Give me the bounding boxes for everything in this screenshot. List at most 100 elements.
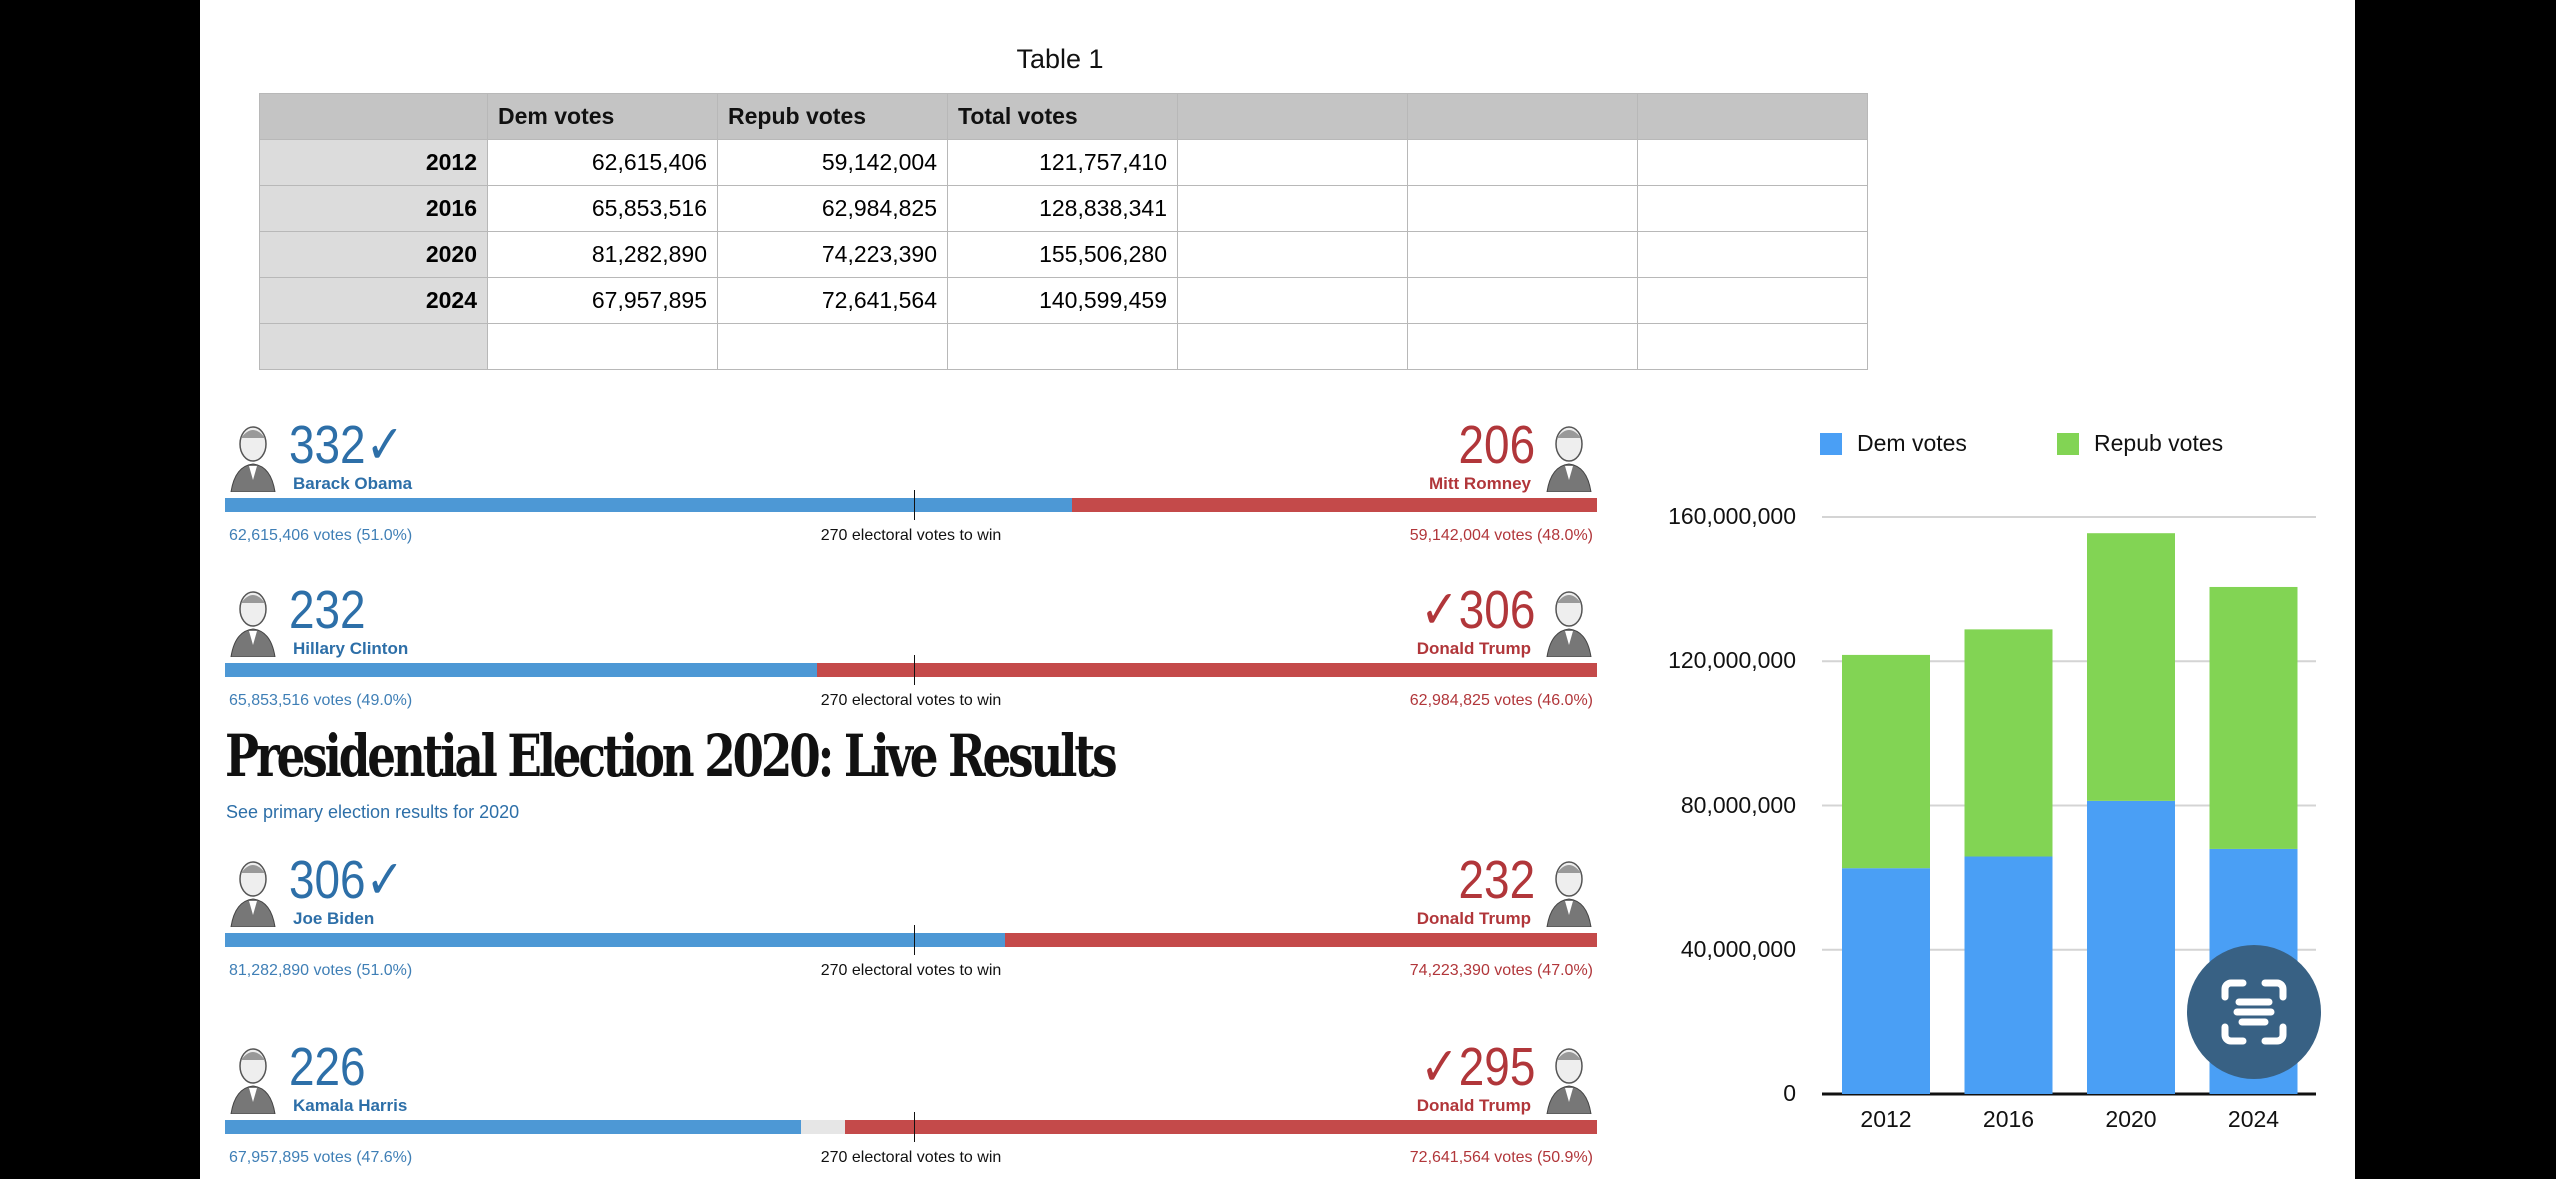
mitt-romney-portrait [1543, 420, 1595, 493]
table-cell[interactable]: 59,142,004 [717, 139, 948, 186]
table-cell[interactable] [1407, 323, 1638, 370]
table-cell[interactable] [1177, 277, 1408, 324]
threshold-label: 270 electoral votes to win [820, 1149, 1002, 1166]
table-cell[interactable] [487, 323, 718, 370]
table-header-row: Dem votes Repub votes Total votes [259, 93, 1868, 140]
bar-2024-rep [2209, 586, 2298, 849]
table-cell[interactable]: 72,641,564 [717, 277, 948, 324]
bar-2012-rep [1842, 654, 1930, 869]
table-cell[interactable] [1637, 323, 1868, 370]
x-tick-label: 2012 [1860, 1106, 1912, 1132]
table-cell[interactable]: 74,223,390 [717, 231, 948, 278]
row-header[interactable]: 2024 [259, 277, 488, 324]
table-cell[interactable]: 140,599,459 [947, 277, 1178, 324]
270-threshold-marker [913, 925, 916, 955]
row-header[interactable] [259, 323, 488, 370]
y-tick-label: 0 [1783, 1080, 1796, 1106]
table-cell[interactable] [1177, 323, 1408, 370]
table-cell[interactable]: 62,984,825 [717, 185, 948, 232]
live-text-scan-button[interactable] [2187, 945, 2321, 1079]
page-headline: Presidential Election 2020: Live Results [225, 722, 1118, 790]
column-header [1177, 93, 1408, 140]
dem-bar-fill [225, 498, 1072, 512]
dem-popular-votes: 62,615,406 votes (51.0%) [229, 527, 413, 544]
race-result-0: 332✓ 206 Barack Obama Mitt Romney 62,615,406… [225, 415, 1597, 560]
race-result-2: 306✓ 232 Joe Biden Donald Trump 81,282,890 v… [225, 850, 1597, 995]
table-row: 2024 67,957,895 72,641,564 140,599,459 [259, 277, 1868, 324]
rep-popular-votes: 72,641,564 votes (50.9%) [1409, 1149, 1593, 1166]
table-cell[interactable]: 128,838,341 [947, 185, 1178, 232]
row-header[interactable]: 2016 [259, 185, 488, 232]
donald-trump-portrait [1543, 585, 1595, 658]
table-cell[interactable] [1407, 277, 1638, 324]
table-cell[interactable] [1177, 231, 1408, 278]
table-cell[interactable] [1637, 231, 1868, 278]
threshold-label: 270 electoral votes to win [820, 692, 1002, 709]
donald-trump-portrait [1543, 855, 1595, 928]
dem-bar-fill [225, 663, 817, 677]
dem-bar-fill [225, 933, 1006, 947]
table-cell[interactable] [1407, 185, 1638, 232]
table-cell[interactable] [1637, 139, 1868, 186]
table-row [259, 323, 1868, 370]
rep-electoral-votes: ✓295 [1419, 1037, 1535, 1097]
primary-results-link[interactable]: See primary election results for 2020 [226, 802, 520, 822]
table-cell[interactable]: 62,615,406 [487, 139, 718, 186]
table-cell[interactable] [1637, 185, 1868, 232]
row-header[interactable]: 2020 [259, 231, 488, 278]
column-header: Total votes [947, 93, 1178, 140]
rep-bar-fill [1071, 498, 1597, 512]
table-cell[interactable]: 121,757,410 [947, 139, 1178, 186]
bar-2016-dem [1964, 856, 2053, 1094]
joe-biden-portrait [227, 855, 279, 928]
table-cell[interactable] [1637, 277, 1868, 324]
table-cell[interactable] [947, 323, 1178, 370]
kamala-harris-portrait [227, 1042, 279, 1115]
table-cell[interactable] [1407, 139, 1638, 186]
rep-popular-votes: 74,223,390 votes (47.0%) [1409, 962, 1593, 979]
rep-electoral-votes: 206 [1458, 415, 1535, 475]
table-cell[interactable] [1407, 231, 1638, 278]
legend-rep: Repub votes [2057, 430, 2223, 457]
table-cell[interactable] [717, 323, 948, 370]
letterbox-left [0, 0, 200, 1179]
y-tick-label: 80,000,000 [1680, 791, 1796, 818]
votes-table: Dem votes Repub votes Total votes 2012 62,6… [259, 93, 1868, 370]
table-cell[interactable] [1177, 185, 1408, 232]
270-threshold-marker [913, 655, 916, 685]
table-cell[interactable] [1177, 139, 1408, 186]
dem-candidate-name: Barack Obama [293, 474, 413, 493]
row-header[interactable]: 2012 [259, 139, 488, 186]
dem-candidate-name: Joe Biden [293, 909, 375, 928]
rep-bar-fill [844, 1120, 1597, 1134]
threshold-label: 270 electoral votes to win [820, 527, 1002, 544]
table-cell[interactable]: 65,853,516 [487, 185, 718, 232]
x-tick-label: 2016 [1982, 1106, 2035, 1132]
rep-electoral-votes: ✓306 [1419, 580, 1535, 640]
column-header [1407, 93, 1638, 140]
table-row: 2020 81,282,890 74,223,390 155,506,280 [259, 231, 1868, 278]
dem-popular-votes: 81,282,890 votes (51.0%) [229, 962, 413, 979]
rep-bar-fill [1005, 933, 1597, 947]
hillary-clinton-portrait [227, 585, 279, 658]
dem-popular-votes: 67,957,895 votes (47.6%) [229, 1149, 413, 1166]
rep-popular-votes: 62,984,825 votes (46.0%) [1409, 692, 1593, 709]
table-cell[interactable]: 67,957,895 [487, 277, 718, 324]
dem-popular-votes: 65,853,516 votes (49.0%) [229, 692, 413, 709]
legend-dem: Dem votes [1820, 430, 1967, 457]
bar-2020-dem [2087, 800, 2175, 1094]
table-cell[interactable]: 155,506,280 [947, 231, 1178, 278]
electoral-bar [225, 933, 1597, 947]
dem-candidate-name: Kamala Harris [293, 1096, 408, 1115]
dem-electoral-votes: 226 [289, 1037, 366, 1097]
rep-candidate-name: Donald Trump [1416, 909, 1531, 928]
x-tick-label: 2024 [2227, 1106, 2280, 1132]
table-row: 2012 62,615,406 59,142,004 121,757,410 [259, 139, 1868, 186]
letterbox-right [2355, 0, 2556, 1179]
legend-label: Dem votes [1857, 430, 1967, 456]
race-result-1: 232 ✓306 Hillary Clinton Donald Trump 65,853… [225, 580, 1597, 725]
y-tick-label: 160,000,000 [1668, 503, 1796, 529]
electoral-bar [225, 663, 1597, 677]
dem-electoral-votes: 306✓ [289, 850, 405, 910]
table-cell[interactable]: 81,282,890 [487, 231, 718, 278]
